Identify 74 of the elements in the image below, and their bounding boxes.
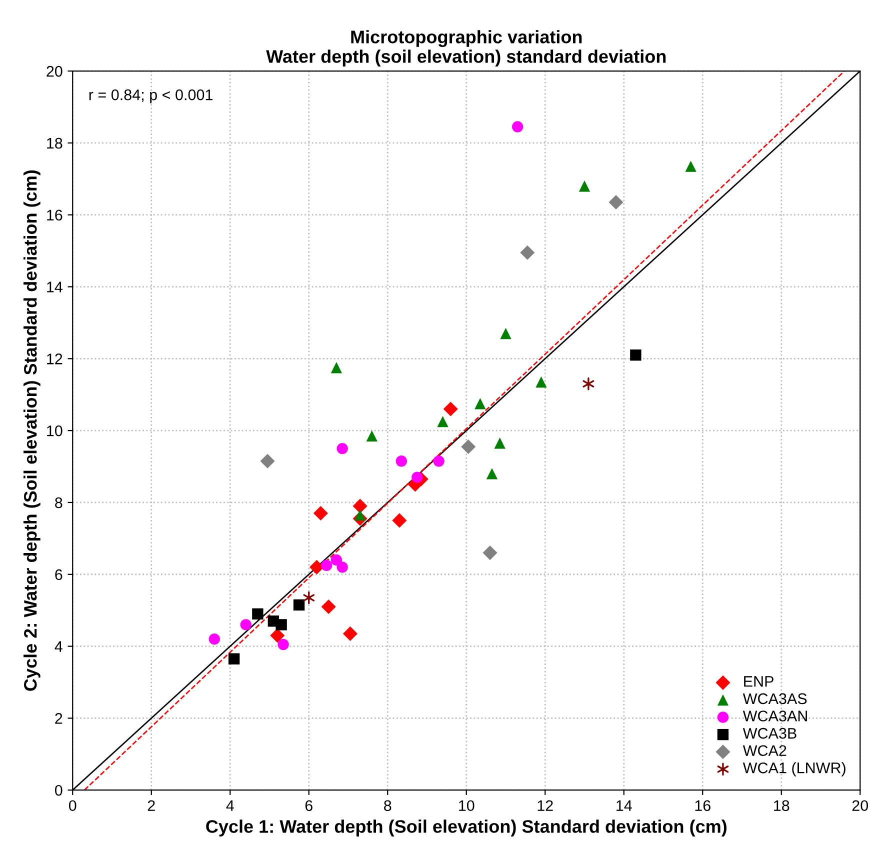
point bbox=[330, 362, 342, 374]
x-axis-title: Cycle 1: Water depth (Soil elevation) Standard deviation (cm) bbox=[206, 820, 727, 836]
point bbox=[313, 506, 328, 521]
legend-label: WCA2 bbox=[742, 745, 786, 756]
point bbox=[208, 633, 220, 645]
x-tick-label: 16 bbox=[695, 800, 710, 812]
point bbox=[486, 468, 498, 480]
point bbox=[228, 653, 240, 664]
point bbox=[443, 402, 458, 416]
point bbox=[433, 456, 444, 467]
x-tick-label: 10 bbox=[459, 800, 474, 812]
point bbox=[412, 472, 423, 483]
x-tick-label: 18 bbox=[774, 800, 790, 812]
x-tick-label: 0 bbox=[68, 800, 76, 812]
y-tick-label: 14 bbox=[47, 282, 62, 292]
point bbox=[303, 591, 315, 604]
x-tick-label: 8 bbox=[384, 800, 392, 812]
point bbox=[578, 180, 590, 192]
point bbox=[366, 430, 378, 442]
point bbox=[582, 377, 594, 390]
point bbox=[520, 245, 535, 260]
point bbox=[396, 456, 408, 467]
x-tick-label: 6 bbox=[305, 800, 312, 812]
point bbox=[685, 160, 696, 172]
chart-title: Microtopographic variation Water depth (soil elevation) standard deviation bbox=[266, 30, 666, 66]
point bbox=[342, 626, 358, 641]
y-tick-label: 20 bbox=[46, 66, 62, 77]
point bbox=[330, 554, 342, 566]
y-tick-label: 4 bbox=[54, 641, 62, 652]
annotation: r = 0.84; p < 0.001 bbox=[89, 89, 212, 104]
point bbox=[321, 599, 336, 614]
legend-label: WCA3B bbox=[742, 728, 796, 739]
point bbox=[336, 442, 348, 454]
y-tick-label: 18 bbox=[47, 138, 62, 149]
point bbox=[536, 376, 547, 388]
y-tick-label: 2 bbox=[55, 713, 62, 724]
point bbox=[630, 349, 642, 361]
legend-label: ENP bbox=[744, 676, 774, 687]
point bbox=[437, 416, 448, 428]
x-tick-label: 2 bbox=[148, 800, 155, 811]
point bbox=[336, 562, 348, 573]
x-tick-label: 4 bbox=[226, 800, 234, 811]
legend-label: WCA3AN bbox=[742, 710, 807, 722]
point bbox=[354, 509, 366, 521]
point bbox=[352, 498, 368, 514]
point bbox=[278, 638, 289, 650]
point bbox=[392, 513, 407, 528]
x-tick-label: 12 bbox=[538, 800, 553, 811]
y-tick-label: 10 bbox=[47, 425, 62, 436]
point bbox=[260, 454, 275, 468]
y-tick-label: 8 bbox=[55, 497, 62, 508]
point bbox=[252, 608, 264, 620]
point bbox=[474, 398, 486, 410]
x-tick-label: 20 bbox=[852, 800, 868, 812]
point bbox=[512, 121, 524, 132]
y-axis-title: Cycle 2: Water depth (Soil elevation) Standard deviation (cm) bbox=[24, 170, 40, 691]
legend-label: WCA3AS bbox=[742, 693, 807, 704]
point bbox=[608, 194, 624, 210]
point bbox=[293, 599, 305, 611]
point bbox=[320, 560, 332, 571]
x-tick-label: 14 bbox=[616, 800, 632, 811]
point bbox=[240, 619, 252, 630]
legend-label: WCA1 (LNWR) bbox=[742, 762, 846, 776]
y-tick-label: 6 bbox=[55, 569, 62, 580]
point bbox=[276, 619, 287, 630]
point bbox=[494, 438, 506, 449]
point bbox=[309, 560, 324, 574]
point bbox=[461, 439, 476, 454]
point bbox=[500, 328, 512, 340]
point bbox=[482, 546, 498, 560]
y-tick-label: 12 bbox=[47, 354, 62, 364]
point bbox=[270, 628, 285, 643]
y-tick-label: 16 bbox=[47, 210, 62, 221]
y-tick-label: 0 bbox=[55, 784, 62, 796]
